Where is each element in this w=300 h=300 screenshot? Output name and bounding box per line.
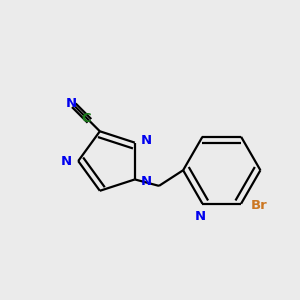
Text: N: N: [195, 210, 206, 223]
Text: C: C: [81, 112, 91, 125]
Text: N: N: [141, 175, 152, 188]
Text: N: N: [65, 97, 76, 110]
Text: N: N: [61, 154, 72, 167]
Text: N: N: [141, 134, 152, 147]
Text: Br: Br: [250, 199, 267, 212]
